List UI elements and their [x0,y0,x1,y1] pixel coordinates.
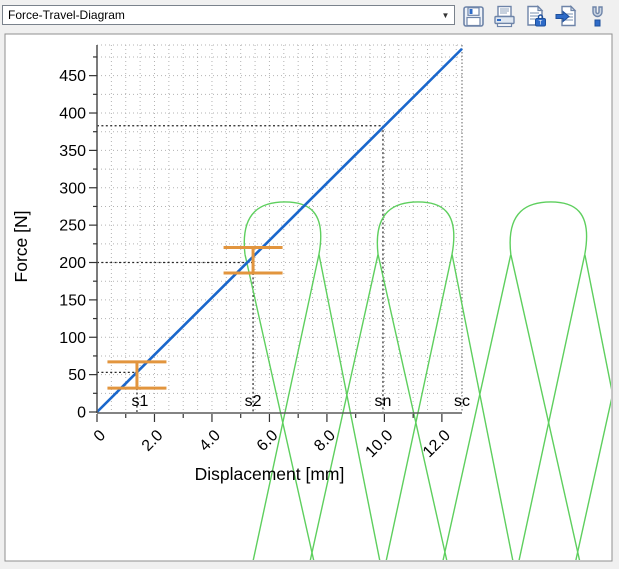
diagram-selector-value: Force-Travel-Diagram [8,8,125,22]
svg-text:50: 50 [68,367,86,384]
save-button[interactable] [458,3,489,31]
svg-text:0: 0 [77,405,86,422]
marker-label-s1: s1 [131,393,148,410]
marker-label-s2: s2 [245,393,262,410]
print-button[interactable] [489,3,520,31]
svg-text:350: 350 [59,143,86,160]
export-button[interactable] [551,3,582,31]
svg-text:Force [N]: Force [N] [11,211,31,283]
green-coil-curve [243,201,611,560]
printer-icon [492,4,517,29]
toolbar-buttons: T [458,2,613,31]
svg-text:200: 200 [59,255,86,272]
x-axis-title: Displacement [mm] [195,464,345,484]
document-case-icon: T [523,4,548,29]
document-button[interactable]: T [520,3,551,31]
chart-panel [4,33,613,562]
marker-guides [97,125,384,412]
wrench-icon [585,4,610,29]
svg-text:T: T [539,21,543,27]
settings-button[interactable] [582,3,613,31]
toolbar: Force-Travel-Diagram ▼ [0,0,619,33]
y-axis-title: Force [N] [11,211,31,283]
svg-text:400: 400 [59,106,86,123]
bottom-strip [0,562,619,569]
svg-text:300: 300 [59,180,86,197]
blue-force-line [96,47,463,413]
marker-s2 [223,246,283,275]
chevron-down-icon[interactable]: ▼ [441,10,450,20]
svg-text:450: 450 [59,68,86,85]
diagram-selector[interactable]: Force-Travel-Diagram ▼ [2,5,455,25]
axes [96,45,462,414]
floppy-disk-icon [461,4,486,29]
svg-text:100: 100 [59,330,86,347]
grid [97,44,462,412]
svg-text:150: 150 [59,292,86,309]
document-arrow-icon [554,4,579,29]
marker-s1 [107,360,167,390]
marker-label-sn: sn [375,393,392,410]
axis-ticks [89,56,443,422]
marker-label-sc: sc [454,393,470,410]
svg-text:250: 250 [59,218,86,235]
